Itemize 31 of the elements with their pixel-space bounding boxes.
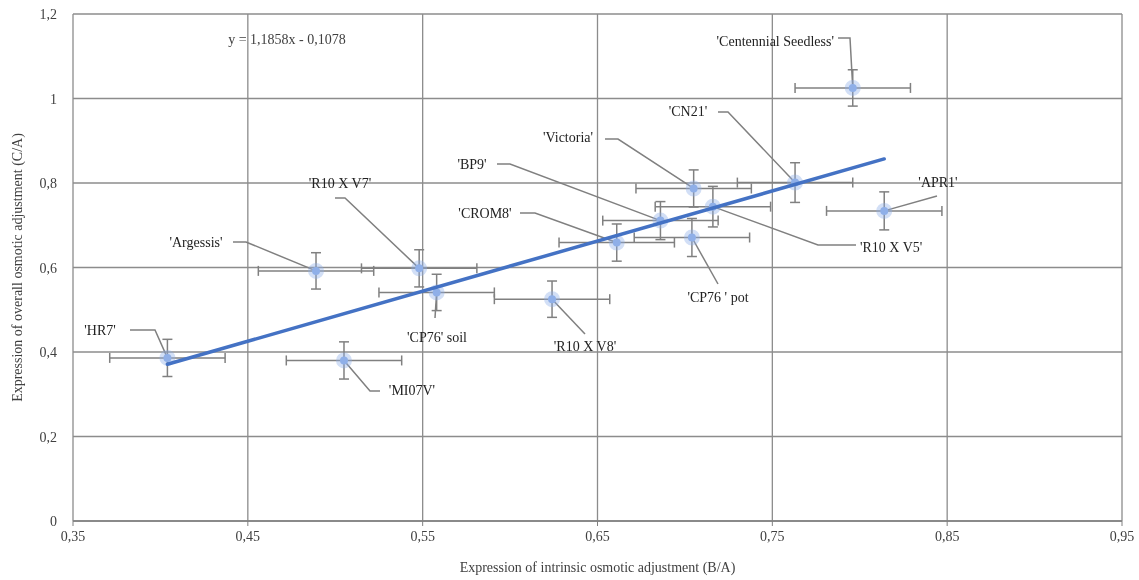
annotation: 'Argessis': [169, 235, 223, 250]
y-tick-label: 0,4: [39, 345, 57, 360]
y-tick-label: 0,2: [39, 429, 57, 445]
y-tick-label: 0,6: [39, 260, 57, 276]
x-tick-label: 0,35: [60, 529, 86, 544]
annotation: 'CROM8': [458, 206, 512, 221]
x-tick-label: 0,55: [410, 529, 435, 544]
x-axis-title: Expression of intrinsic osmotic adjustment (B/A): [459, 560, 736, 576]
annotation: y = 1,1858x - 0,1078: [228, 32, 346, 47]
y-tick-label: 1,2: [39, 7, 57, 22]
annotation: 'CP76 ' pot: [687, 290, 749, 305]
annotation: 'BP9': [457, 157, 487, 172]
x-tick-label: 0,85: [934, 529, 960, 544]
x-tick-label: 0,95: [1109, 529, 1135, 544]
annotation: 'MI07V': [388, 383, 436, 398]
x-tick-label: 0,75: [760, 529, 785, 544]
y-tick-label: 0,8: [39, 176, 57, 191]
x-tick-label: 0,65: [585, 529, 610, 544]
annotation: 'R10 X V8': [553, 339, 617, 354]
annotation: 'CN21': [668, 104, 708, 119]
annotation: 'Victoria': [542, 130, 594, 145]
annotation: 'Centennial Seedless': [716, 34, 834, 49]
y-tick-label: 0: [50, 514, 57, 529]
y-tick-label: 1: [50, 91, 57, 107]
annotation: 'CP76' soil: [407, 330, 468, 345]
annotation: 'HR7': [84, 323, 116, 338]
annotation: 'APR1': [918, 175, 958, 190]
annotation: 'R10 X V5': [860, 240, 923, 255]
annotation: 'R10 X V7': [308, 176, 372, 191]
x-tick-label: 0,45: [235, 529, 261, 544]
y-axis-title: Expression of overall osmotic adjustment (C/A): [10, 132, 26, 402]
